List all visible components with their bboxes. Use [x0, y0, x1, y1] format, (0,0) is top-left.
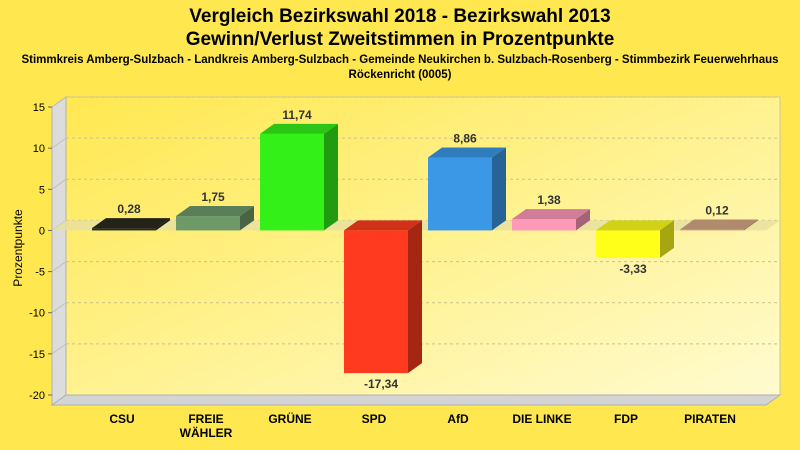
y-tick-label: 15 — [33, 102, 45, 114]
gridline-side — [51, 137, 67, 149]
bar-piraten — [680, 219, 758, 231]
bar-front — [260, 133, 324, 231]
bar-side — [492, 147, 506, 231]
y-tick-label: 10 — [33, 143, 45, 155]
bar-spd — [344, 220, 422, 374]
bar-top — [260, 123, 338, 134]
bar-top — [596, 220, 674, 231]
bar-side — [324, 123, 338, 231]
x-tick-label: FREIE — [188, 412, 223, 426]
bar-front — [176, 216, 240, 231]
bar-front — [596, 230, 660, 258]
bar-top — [512, 209, 590, 220]
x-tick-label: DIE LINKE — [512, 412, 571, 426]
chart-caption-line-2: Röckenricht (0005) — [348, 69, 452, 81]
data-label: 0,28 — [117, 202, 141, 216]
chart-caption-line-1: Stimmkreis Amberg-Sulzbach - Landkreis A… — [21, 54, 779, 66]
bar-die linke — [512, 209, 590, 231]
bar-fdp — [596, 220, 674, 258]
bar-top — [176, 206, 254, 217]
gridline-side — [51, 178, 67, 190]
bar-top — [428, 147, 506, 158]
data-label: 8,86 — [453, 132, 477, 146]
data-label: 1,38 — [537, 193, 561, 207]
bar-side — [744, 219, 758, 231]
y-tick-label: -20 — [29, 390, 45, 402]
bar-front — [92, 228, 156, 231]
bar-csu — [92, 218, 170, 231]
x-tick-label: AfD — [447, 412, 469, 426]
bar-side — [660, 220, 674, 258]
x-tick-label: SPD — [362, 412, 387, 426]
gridline-side — [51, 261, 67, 272]
chart-subtitle: Gewinn/Verlust Zweitstimmen in Prozentpu… — [185, 29, 615, 50]
data-label: 0,12 — [705, 203, 729, 217]
gridline-side — [51, 343, 67, 355]
y-axis-label: Prozentpunkte — [11, 209, 25, 287]
chart-title: Vergleich Bezirkswahl 2018 - Bezirkswahl… — [189, 6, 611, 27]
bar-side — [156, 218, 170, 231]
bar-front — [512, 219, 576, 231]
bar-afd — [428, 147, 506, 231]
y-tick-label: 5 — [39, 184, 45, 196]
bar-front — [428, 157, 492, 231]
bar-side — [408, 220, 422, 374]
bar-front — [344, 230, 408, 374]
bar-freie-wähler — [176, 206, 254, 231]
gridline-side — [51, 96, 67, 108]
gridline-side — [51, 302, 67, 314]
bar-side — [240, 206, 254, 231]
data-label: 1,75 — [201, 190, 225, 204]
x-tick-label: PIRATEN — [684, 412, 736, 426]
bar-front — [680, 229, 744, 231]
plot-floor — [50, 394, 782, 406]
data-label: -17,34 — [364, 377, 398, 391]
bar-side — [576, 209, 590, 231]
x-tick-label: CSU — [109, 412, 134, 426]
y-tick-label: -5 — [35, 267, 45, 279]
x-tick-label: WÄHLER — [180, 425, 233, 440]
y-tick-label: -10 — [29, 308, 45, 320]
bar-top — [344, 220, 422, 231]
y-tick-label: -15 — [29, 349, 45, 361]
x-tick-label: FDP — [614, 412, 638, 426]
bar-top — [680, 219, 758, 230]
bar-top — [92, 218, 170, 229]
data-label: -3,33 — [619, 262, 647, 276]
x-tick-label: GRÜNE — [268, 411, 311, 426]
data-label: 11,74 — [282, 108, 312, 122]
y-tick-label: 0 — [39, 225, 45, 237]
bar-grüne — [260, 123, 338, 231]
